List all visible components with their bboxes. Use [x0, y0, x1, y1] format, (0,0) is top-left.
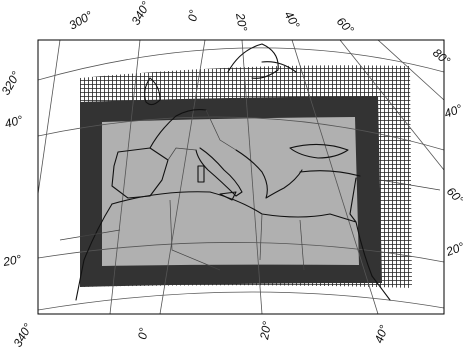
label-right-40: 40°: [442, 101, 463, 120]
label-top-340: 340°: [128, 0, 153, 27]
label-right-60: 60°: [444, 184, 463, 207]
label-left-40: 40°: [3, 113, 24, 131]
label-top-320: 320°: [0, 69, 23, 98]
graticule-parallels: [38, 47, 444, 311]
label-right-20: 20°: [443, 239, 463, 259]
label-top-20: 20°: [233, 11, 250, 32]
label-bottom-340: 340°: [10, 321, 35, 350]
label-bottom-40: 40°: [372, 323, 391, 345]
label-top-60: 60°: [334, 14, 357, 37]
inner-domain: [102, 117, 359, 266]
graticule-meridians: [38, 40, 444, 314]
label-top-40: 40°: [281, 9, 302, 32]
label-bottom-0: 0°: [135, 327, 151, 341]
map-area: [38, 40, 444, 314]
coastlines: [75, 43, 391, 301]
country-borders: [59, 109, 441, 271]
label-top-300: 300°: [67, 8, 96, 33]
label-bottom-20: 20°: [257, 320, 274, 341]
label-top-0: 0°: [185, 9, 201, 23]
map-frame: [37, 39, 445, 315]
label-left-20: 20°: [1, 252, 22, 269]
